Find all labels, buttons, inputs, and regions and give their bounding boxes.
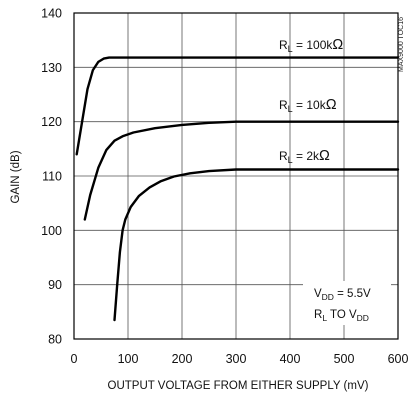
y-tick-labels: 80 90 100 110 120 130 140 — [41, 7, 62, 347]
x-tick-label: 400 — [280, 352, 301, 366]
y-tick-label: 130 — [41, 61, 62, 75]
plot-frame — [73, 12, 399, 340]
x-axis-title: OUTPUT VOLTAGE FROM EITHER SUPPLY (mV) — [108, 380, 369, 392]
y-tick-label: 140 — [41, 7, 62, 21]
curve-label-10k: RL = 10kΩ — [279, 97, 337, 114]
curve-rl-10k — [83, 120, 400, 221]
x-tick-labels: 0 100 200 300 400 500 600 — [71, 352, 409, 366]
x-tick-label: 600 — [388, 352, 409, 366]
y-tick-label: 110 — [42, 170, 62, 184]
y-tick-label: 120 — [41, 115, 62, 129]
curves — [75, 56, 400, 322]
x-tick-label: 100 — [118, 352, 139, 366]
figure-code: MAX9000 TOC16 — [398, 17, 405, 72]
curve-label-2k: RL = 2kΩ — [279, 148, 330, 165]
y-tick-label: 90 — [48, 278, 62, 292]
x-tick-label: 300 — [226, 352, 247, 366]
x-tick-label: 0 — [71, 352, 78, 366]
x-tick-label: 500 — [334, 352, 355, 366]
rl-to-vdd-note: RL TO VDD — [314, 309, 369, 323]
y-axis-title: GAIN (dB) — [10, 150, 22, 203]
curve-label-100k: RL = 100kΩ — [279, 37, 343, 54]
y-tick-label: 80 — [48, 333, 62, 347]
vdd-note: VDD = 5.5V — [314, 288, 371, 302]
curve-rl-2k — [113, 168, 400, 322]
curve-rl-100k — [75, 56, 400, 156]
y-tick-label: 100 — [41, 224, 62, 238]
conditions-note: VDD = 5.5V RL TO VDD — [303, 281, 391, 325]
x-tick-label: 200 — [172, 352, 193, 366]
